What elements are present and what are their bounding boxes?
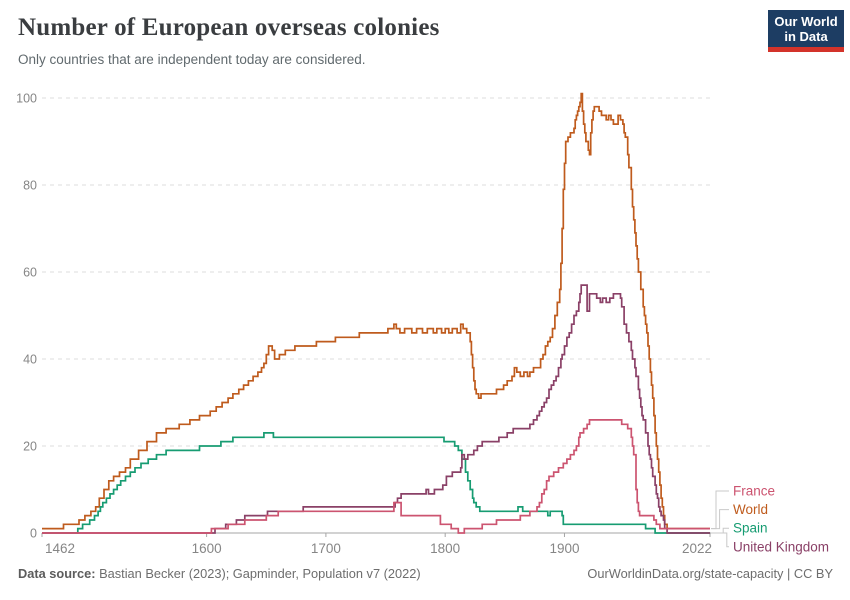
x-tick-label: 1600: [192, 541, 222, 556]
y-tick-label: 60: [23, 266, 37, 280]
legend-label-france[interactable]: France: [733, 484, 775, 499]
series-line-france: [42, 419, 710, 534]
series-line-world: [42, 92, 710, 530]
data-source-label: Data source:: [18, 566, 96, 581]
legend-connector: [711, 532, 729, 548]
chart-subtitle: Only countries that are independent toda…: [18, 52, 366, 67]
owid-logo[interactable]: Our World in Data: [768, 10, 844, 52]
legend-connector: [711, 509, 729, 530]
y-tick-label: 20: [23, 440, 37, 454]
owid-logo-line2: in Data: [784, 28, 828, 44]
data-source-text: Bastian Becker (2023); Gapminder, Popula…: [95, 566, 421, 581]
owid-logo-line1: Our World: [774, 13, 838, 29]
x-tick-label: 1900: [549, 541, 579, 556]
data-source-note: Data source: Bastian Becker (2023); Gapm…: [18, 566, 421, 581]
legend-label-united-kingdom[interactable]: United Kingdom: [733, 539, 829, 554]
footer-link[interactable]: OurWorldinData.org/state-capacity | CC B…: [587, 566, 833, 581]
series-line-united-kingdom: [42, 284, 710, 534]
series-line-spain: [42, 432, 710, 534]
page-title: Number of European overseas colonies: [18, 14, 440, 41]
x-tick-label: 1800: [430, 541, 460, 556]
y-tick-label: 0: [30, 527, 37, 541]
x-tick-label: 1700: [311, 541, 341, 556]
x-tick-label: 1462: [45, 541, 75, 556]
y-tick-label: 100: [16, 92, 37, 106]
y-tick-label: 40: [23, 353, 37, 367]
legend-label-spain[interactable]: Spain: [733, 521, 768, 536]
x-tick-label: 2022: [682, 541, 712, 556]
y-tick-label: 80: [23, 179, 37, 193]
legend-label-world[interactable]: World: [733, 502, 768, 517]
